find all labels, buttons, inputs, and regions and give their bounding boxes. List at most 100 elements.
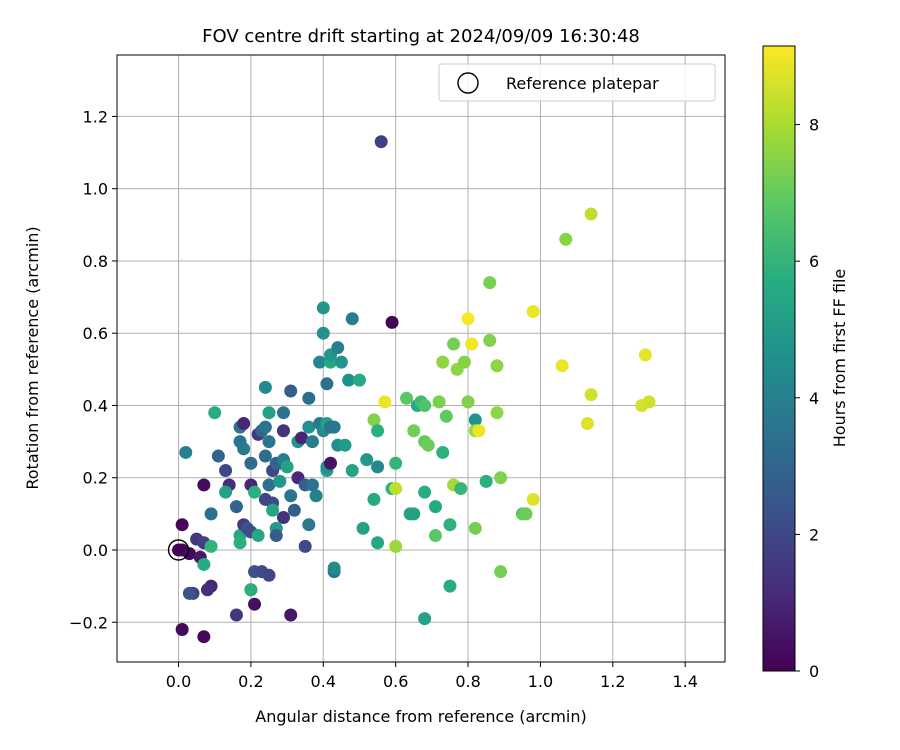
data-point (389, 482, 403, 496)
data-point (428, 529, 442, 543)
data-point (237, 442, 251, 456)
y-tick-label: 1.0 (83, 180, 108, 199)
data-point (313, 355, 327, 369)
data-point (389, 539, 403, 553)
y-tick-label: 0.4 (83, 396, 108, 415)
y-tick-label: 0.0 (83, 541, 108, 560)
data-point (468, 413, 482, 427)
data-point (276, 406, 290, 420)
data-point (443, 518, 457, 532)
x-tick-label: 0.0 (166, 672, 191, 691)
data-point (555, 359, 569, 373)
data-point (472, 424, 486, 438)
colorbar-label: Hours from first FF file (830, 269, 849, 448)
y-axis-ticks: −0.2 0.0 0.2 0.4 0.6 0.8 1.0 1.2 (69, 107, 117, 632)
data-point (211, 449, 225, 463)
data-point (208, 406, 222, 420)
data-point (407, 424, 421, 438)
data-point (638, 348, 652, 362)
data-point (320, 377, 334, 391)
data-point (237, 417, 251, 431)
data-point (389, 456, 403, 470)
data-point (219, 485, 233, 499)
data-point (262, 568, 276, 582)
x-axis-ticks: 0.0 0.2 0.4 0.6 0.8 1.0 1.2 1.4 (166, 662, 698, 691)
data-point (229, 608, 243, 622)
y-axis-label: Rotation from reference (arcmin) (23, 226, 42, 489)
data-point (494, 471, 508, 485)
data-point (479, 474, 493, 488)
x-tick-label: 0.6 (383, 672, 408, 691)
data-point (356, 521, 370, 535)
data-point (367, 413, 381, 427)
data-point (519, 507, 533, 521)
data-point (461, 312, 475, 326)
data-point (374, 135, 388, 149)
x-tick-label: 1.0 (528, 672, 553, 691)
scatter-points (167, 135, 656, 644)
data-point (248, 597, 262, 611)
data-point (244, 583, 258, 597)
data-point (454, 482, 468, 496)
data-point (197, 478, 211, 492)
data-point (345, 312, 359, 326)
data-point (400, 391, 414, 405)
data-point (258, 380, 272, 394)
y-tick-label: −0.2 (69, 613, 108, 632)
data-point (284, 608, 298, 622)
data-point (269, 529, 283, 543)
data-point (204, 507, 218, 521)
data-point (352, 373, 366, 387)
data-point (526, 492, 540, 506)
data-point (327, 561, 341, 575)
data-point (204, 539, 218, 553)
data-point (490, 359, 504, 373)
data-point (179, 445, 193, 459)
data-point (584, 388, 598, 402)
data-point (439, 409, 453, 423)
data-point (284, 489, 298, 503)
data-point (526, 305, 540, 319)
data-point (494, 565, 508, 579)
data-point (251, 529, 265, 543)
data-point (345, 464, 359, 478)
data-point (266, 503, 280, 517)
data-point (327, 420, 341, 434)
data-point (182, 586, 196, 600)
data-point (490, 406, 504, 420)
data-point (316, 301, 330, 315)
colorbar: 0 2 4 6 8 Hours from first FF file (762, 45, 849, 681)
data-point (302, 420, 316, 434)
colorbar-ticks: 0 2 4 6 8 (795, 116, 819, 681)
legend-marker-reference-platepar (457, 72, 479, 94)
data-point (276, 424, 290, 438)
data-point (342, 373, 356, 387)
data-point (407, 507, 421, 521)
grid (117, 55, 725, 662)
data-point (200, 583, 214, 597)
data-point (461, 395, 475, 409)
data-point (559, 232, 573, 246)
data-point (262, 406, 276, 420)
chart-title: FOV centre drift starting at 2024/09/09 … (202, 26, 640, 47)
data-point (457, 355, 471, 369)
data-point (244, 456, 258, 470)
data-point (432, 395, 446, 409)
data-point (468, 521, 482, 535)
x-tick-label: 1.4 (672, 672, 697, 691)
x-tick-label: 0.4 (311, 672, 336, 691)
colorbar-tick-label: 6 (809, 252, 819, 271)
data-point (324, 456, 338, 470)
data-point (305, 478, 319, 492)
data-point (418, 398, 432, 412)
data-point (248, 485, 262, 499)
data-point (367, 492, 381, 506)
data-point (483, 333, 497, 347)
y-tick-label: 0.2 (83, 469, 108, 488)
data-point (443, 579, 457, 593)
data-point (316, 326, 330, 340)
y-tick-label: 0.8 (83, 252, 108, 271)
data-point (642, 395, 656, 409)
x-tick-label: 0.2 (238, 672, 263, 691)
